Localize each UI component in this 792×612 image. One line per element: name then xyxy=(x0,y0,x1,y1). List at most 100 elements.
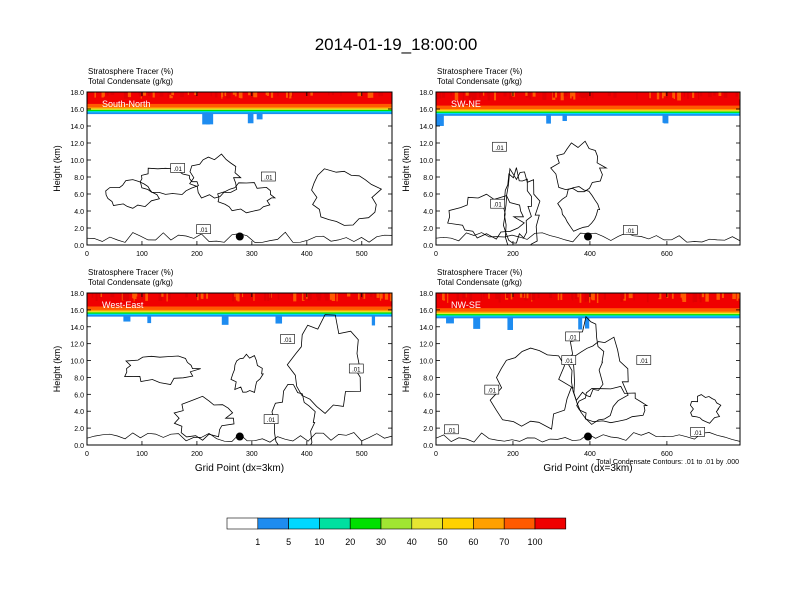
tracer-stripe xyxy=(166,293,168,302)
tracer-stripe xyxy=(316,293,320,298)
tracer-band xyxy=(436,112,740,116)
tracer-band xyxy=(436,103,740,109)
tracer-stripe xyxy=(234,92,237,97)
tracer-stripe xyxy=(636,92,638,100)
tracer-stripe xyxy=(469,293,473,303)
tracer-stripe xyxy=(437,293,440,299)
y-tick-label: 10.0 xyxy=(70,158,84,165)
tracer-stripe xyxy=(380,293,383,299)
colorbar-label: 60 xyxy=(468,537,478,547)
x-tick-label: 300 xyxy=(246,451,258,458)
tracer-stripe xyxy=(582,92,587,98)
tracer-stripe xyxy=(336,293,338,302)
tracer-band xyxy=(87,106,392,109)
tracer-stripe xyxy=(723,92,728,98)
tracer-stripe xyxy=(101,92,104,98)
tracer-stripe xyxy=(143,92,147,96)
tracer-dip xyxy=(147,314,152,324)
x-tick-label: 500 xyxy=(356,451,368,458)
tracer-stripe xyxy=(697,92,700,100)
tracer-stripe xyxy=(550,293,552,298)
y-tick-label: 18.0 xyxy=(419,291,433,298)
y-tick-label: 12.0 xyxy=(70,342,84,349)
contour-label-box xyxy=(263,414,279,424)
y-tick-label: 14.0 xyxy=(70,325,84,332)
tracer-stripe xyxy=(136,293,138,297)
y-tick-label: 8.0 xyxy=(423,375,433,382)
y-tick-label: 4.0 xyxy=(74,409,84,416)
y-axis-label: Height (km) xyxy=(52,145,62,192)
panel-label: NW-SE xyxy=(451,300,481,310)
tracer-stripe xyxy=(326,293,329,297)
condensate-contour xyxy=(489,347,575,430)
tracer-dip xyxy=(562,114,567,122)
tracer-stripe xyxy=(185,293,188,298)
y-tick-label: 12.0 xyxy=(419,141,433,148)
tracer-stripe xyxy=(378,92,381,97)
tracer-stripe xyxy=(579,293,582,303)
tracer-stripe xyxy=(232,92,236,95)
y-tick-label: 2.0 xyxy=(423,426,433,433)
tracer-band xyxy=(87,303,392,310)
tracer-stripe xyxy=(471,92,476,101)
tracer-stripe xyxy=(649,92,651,99)
tracer-stripe xyxy=(529,92,532,100)
tracer-stripe xyxy=(370,293,373,297)
colorbar-label: 100 xyxy=(527,537,542,547)
field-label: Total Condensate (g/kg) xyxy=(437,278,522,287)
tracer-band xyxy=(436,311,740,315)
tracer-stripe xyxy=(277,92,279,97)
colorbar-swatch xyxy=(226,517,259,530)
condensate-contour xyxy=(139,167,199,195)
tracer-dip xyxy=(546,114,551,124)
y-tick-label: 18.0 xyxy=(419,90,433,97)
contour-label: .01 xyxy=(495,146,504,152)
tracer-stripe xyxy=(574,293,578,300)
tracer-stripe xyxy=(253,293,255,301)
plot-frame xyxy=(435,91,741,246)
tracer-stripe xyxy=(657,293,660,298)
tracer-stripe xyxy=(253,92,258,98)
y-tick-label: 6.0 xyxy=(423,192,433,199)
tracer-dip xyxy=(436,114,444,126)
contour-label: .01 xyxy=(267,418,276,424)
x-tick-label: 400 xyxy=(584,451,596,458)
tracer-stripe xyxy=(672,92,675,98)
y-tick-label: 0.0 xyxy=(74,243,84,250)
y-tick-label: 4.0 xyxy=(423,409,433,416)
x-axis-label: Grid Point (dx=3km) xyxy=(195,463,284,474)
tracer-stripe xyxy=(524,293,528,301)
contour-label: .01 xyxy=(493,203,502,209)
contour-label-box xyxy=(623,225,638,235)
tracer-stripe xyxy=(306,293,309,299)
y-tick-label: 4.0 xyxy=(423,209,433,216)
tracer-stripe xyxy=(663,92,666,97)
tracer-stripe xyxy=(468,92,471,99)
tracer-stripe xyxy=(603,293,606,300)
tracer-stripe xyxy=(656,92,660,100)
y-tick-label: 18.0 xyxy=(70,90,84,97)
condensate-contour xyxy=(550,140,608,193)
tracer-stripe xyxy=(374,293,377,299)
tracer-stripe xyxy=(479,92,483,96)
x-tick-label: 0 xyxy=(85,251,89,258)
panels: .01 .01 .01 South-North Stratosphere Tracer … xyxy=(52,67,741,474)
tracer-stripe xyxy=(661,92,664,99)
tracer-stripe xyxy=(571,92,575,97)
tracer-stripe xyxy=(133,293,137,300)
tracer-stripe xyxy=(571,293,574,301)
tracer-stripe xyxy=(235,293,238,301)
tracer-stripe xyxy=(346,293,351,297)
tracer-stripe xyxy=(235,293,240,300)
tracer-stripe xyxy=(361,293,366,299)
tracer-stripe xyxy=(563,92,568,97)
tracer-stripe xyxy=(133,293,135,302)
tracer-stripe xyxy=(331,293,336,302)
tracer-stripe xyxy=(673,92,676,99)
x-tick-label: 0 xyxy=(85,451,89,458)
tracer-stripe xyxy=(376,293,380,298)
contour-label-box xyxy=(348,363,364,374)
tracer-stripe xyxy=(102,92,105,97)
condensate-contour xyxy=(557,186,601,232)
field-label: Total Condensate (g/kg) xyxy=(88,278,173,287)
